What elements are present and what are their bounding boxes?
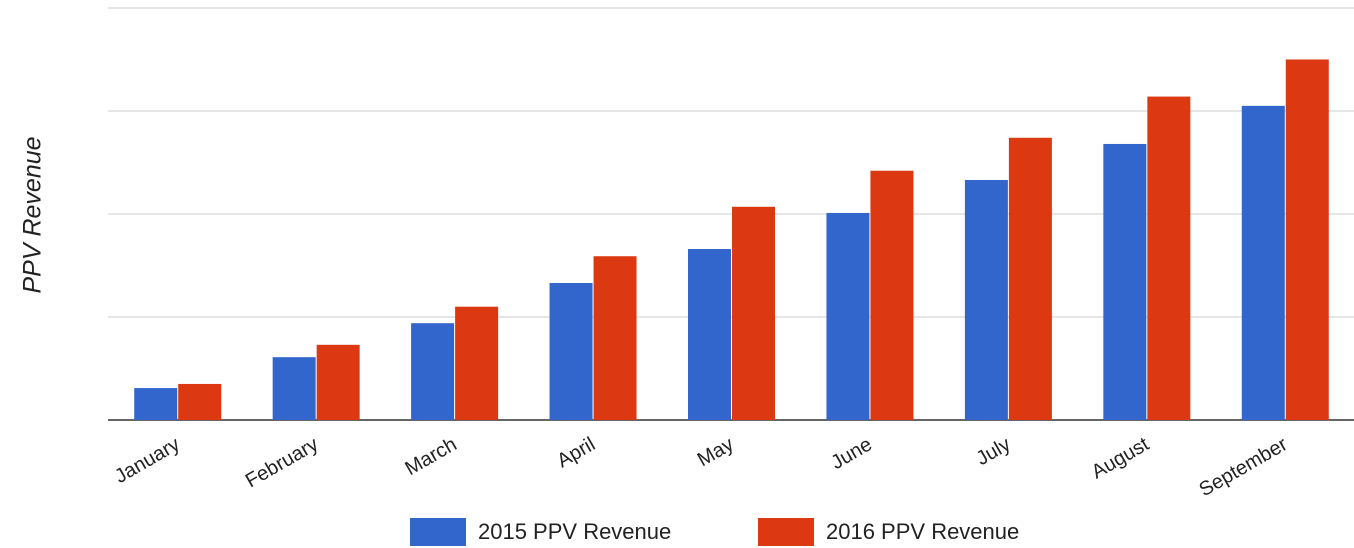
x-tick-label: April bbox=[553, 433, 599, 472]
bar bbox=[1103, 143, 1147, 420]
y-axis-label: PPV Revenue bbox=[19, 136, 47, 293]
x-tick-label: September bbox=[1196, 433, 1292, 501]
bar bbox=[826, 212, 870, 420]
x-tick-label: May bbox=[694, 433, 738, 471]
bar bbox=[178, 383, 222, 420]
x-tick-label: June bbox=[827, 433, 876, 474]
bar bbox=[1147, 96, 1191, 420]
bar bbox=[1008, 137, 1052, 420]
bar bbox=[593, 256, 637, 420]
x-tick-label: July bbox=[973, 433, 1015, 470]
bar bbox=[272, 357, 316, 420]
x-tick-label: August bbox=[1088, 433, 1153, 483]
legend-label: 2015 PPV Revenue bbox=[478, 519, 671, 544]
bar bbox=[134, 388, 178, 420]
bar bbox=[732, 206, 775, 420]
bar bbox=[549, 283, 593, 420]
bar bbox=[455, 306, 499, 420]
bar bbox=[411, 323, 455, 420]
legend-label: 2016 PPV Revenue bbox=[826, 519, 1019, 544]
x-tick-label: March bbox=[401, 433, 460, 480]
legend-swatch bbox=[758, 518, 814, 546]
bar bbox=[1241, 105, 1285, 420]
bar bbox=[870, 170, 914, 420]
bar bbox=[964, 180, 1008, 420]
legend-swatch bbox=[410, 518, 466, 546]
bar bbox=[316, 344, 360, 420]
bar bbox=[688, 249, 731, 420]
x-tick-label: January bbox=[111, 433, 184, 488]
x-tick-label: February bbox=[242, 433, 322, 492]
bar bbox=[1285, 59, 1329, 420]
